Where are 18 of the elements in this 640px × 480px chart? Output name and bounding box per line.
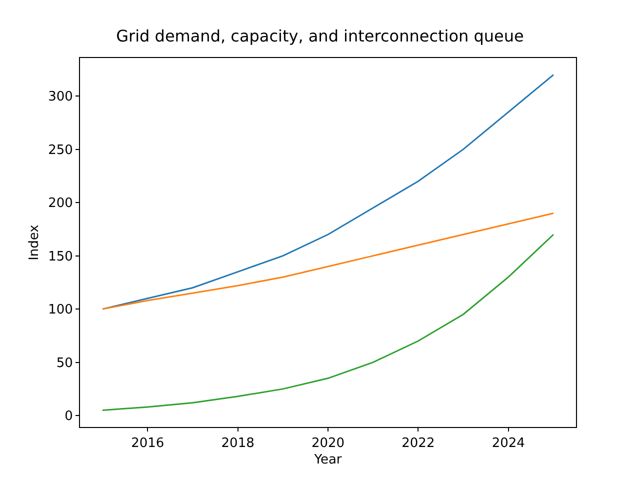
y-tick-label: 50 [56,356,73,371]
x-tick-label: 2024 [492,436,525,452]
line-series [102,212,554,310]
y-tick-label: 250 [48,142,73,158]
x-tick-label: 2022 [402,436,435,452]
y-axis-title: Index [27,224,42,260]
line-series [102,74,554,310]
y-tick-label: 0 [64,409,73,424]
x-axis-title: Year [313,452,342,468]
y-tick-label: 150 [48,249,73,264]
y-tick-label: 200 [48,196,73,212]
line-series [102,234,554,411]
x-tick-label: 2018 [221,436,254,452]
y-tick-label: 100 [48,302,73,318]
x-tick-label: 2016 [131,436,164,452]
x-tick-label: 2020 [311,436,345,452]
y-tick-label: 300 [48,90,73,105]
chart-title: Grid demand, capacity, and interconnection queue [116,26,524,46]
